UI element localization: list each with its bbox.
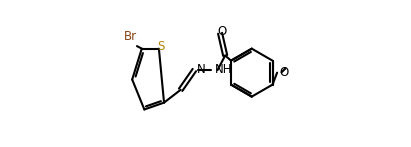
Text: O: O	[280, 66, 289, 79]
Text: O: O	[217, 25, 226, 38]
Text: S: S	[157, 40, 164, 54]
Text: N: N	[197, 63, 206, 76]
Text: Br: Br	[124, 30, 137, 43]
Text: NH: NH	[215, 63, 232, 76]
